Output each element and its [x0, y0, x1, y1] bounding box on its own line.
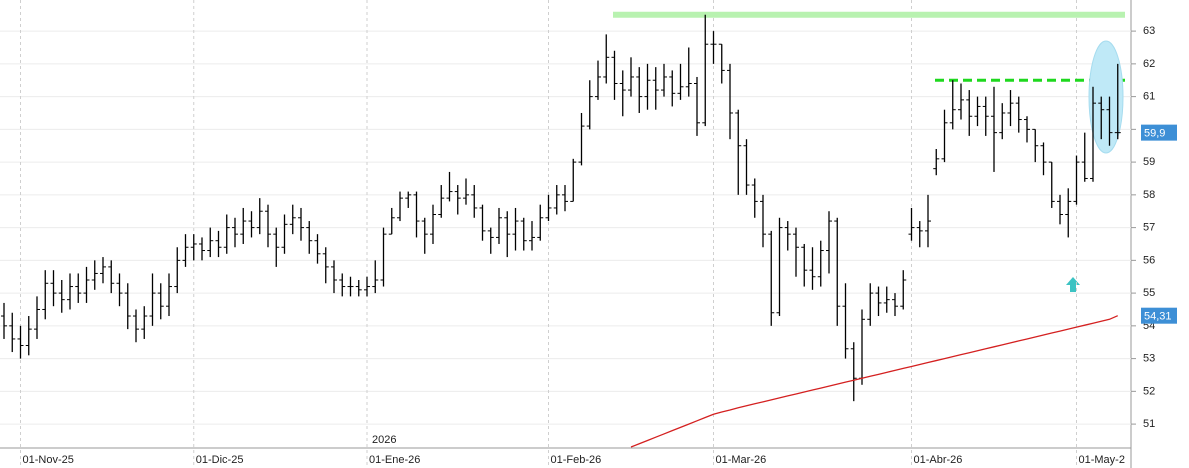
- x-tick-label: 01-Mar-26: [716, 454, 767, 466]
- x-tick-label: 01-Feb-26: [551, 454, 602, 466]
- x-tick-label: 01-May-2: [1079, 454, 1125, 466]
- x-tick-label: 01-Abr-26: [914, 454, 963, 466]
- y-tick-label: 56: [1143, 254, 1155, 266]
- y-tick-label: 62: [1143, 58, 1155, 70]
- price-marker: [1141, 124, 1177, 141]
- y-tick-label: 53: [1143, 353, 1155, 365]
- y-tick-label: 58: [1143, 189, 1155, 201]
- y-tick-label: 57: [1143, 222, 1155, 234]
- y-tick-label: 63: [1143, 25, 1155, 37]
- highlight-ellipse: [1088, 40, 1124, 154]
- y-tick-label: 55: [1143, 287, 1155, 299]
- up-arrow: [1066, 277, 1080, 292]
- y-tick-label: 52: [1143, 385, 1155, 397]
- x-tick-label: 01-Dic-25: [196, 454, 244, 466]
- moving-average-line: [630, 315, 1119, 448]
- x-tick-label: 01-Nov-25: [23, 454, 74, 466]
- y-tick-label: 61: [1143, 91, 1155, 103]
- x-tick-label: 01-Ene-26: [369, 454, 420, 466]
- price-marker: [1141, 307, 1177, 324]
- y-tick-label: 51: [1143, 418, 1155, 430]
- y-tick-label: 59: [1143, 156, 1155, 168]
- price-marker-label: 59,9: [1144, 128, 1165, 140]
- year-label: 2026: [372, 434, 396, 446]
- price-marker-label: 54,31: [1144, 311, 1172, 323]
